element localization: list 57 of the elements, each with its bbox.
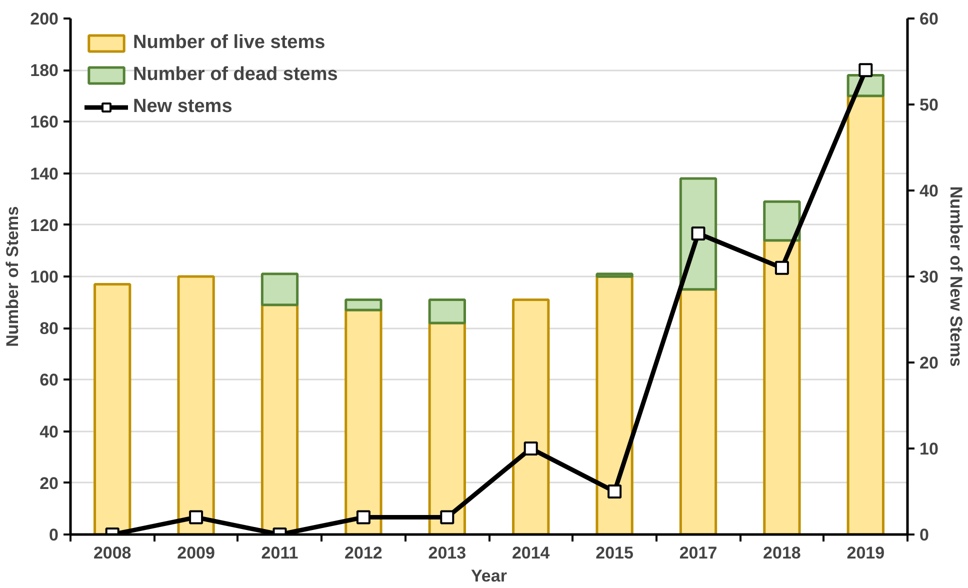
- bar: [344, 308, 382, 534]
- y-tick-label: 60: [40, 370, 59, 390]
- y2-tick-label: 50: [920, 96, 938, 114]
- y-tick-label: 40: [40, 422, 59, 442]
- point: [440, 510, 454, 524]
- y2-tick-label: 60: [920, 10, 938, 28]
- point: [858, 63, 873, 78]
- y-tick-label: 160: [30, 112, 59, 132]
- point: [691, 226, 706, 240]
- y-tick-label: 200: [30, 10, 59, 28]
- y-axis-title: Number of Stems: [3, 206, 22, 347]
- bar: [428, 298, 466, 324]
- y2-tick-label: 0: [920, 526, 929, 544]
- bar: [94, 282, 132, 534]
- x-tick-label: 2008: [93, 544, 132, 562]
- point: [774, 260, 789, 275]
- y2-axis-title: Number of New Stems: [946, 186, 966, 367]
- bar: [260, 304, 299, 534]
- y-tick-label: 120: [30, 216, 59, 235]
- x-tick-label: 2014: [512, 544, 550, 562]
- y-tick-label: 140: [30, 164, 59, 184]
- bar: [679, 288, 718, 534]
- bar: [344, 298, 382, 312]
- x-tick-label: 2011: [261, 544, 298, 562]
- legend-label: Number of dead stems: [133, 64, 338, 86]
- bar: [596, 272, 634, 278]
- x-tick-label: 2013: [428, 544, 466, 562]
- y-tick-label: 20: [40, 474, 59, 493]
- legend-label: New stems: [133, 96, 232, 118]
- bar: [763, 200, 801, 242]
- y-tick-label: 180: [30, 61, 59, 80]
- y2-tick-label: 20: [920, 354, 938, 372]
- bar: [846, 94, 884, 534]
- x-tick-label: 2012: [344, 544, 382, 562]
- x-tick-label: 2019: [846, 544, 885, 562]
- point: [524, 442, 538, 456]
- y-tick-label: 100: [30, 268, 59, 286]
- legend-label: Number of live stems: [133, 32, 326, 54]
- point: [189, 510, 204, 524]
- bar: [260, 272, 299, 306]
- x-axis-title: Year: [471, 566, 508, 586]
- point: [356, 510, 370, 524]
- point: [608, 484, 622, 498]
- y2-tick-label: 10: [920, 440, 938, 458]
- y2-tick-label: 40: [920, 182, 938, 200]
- x-tick-label: 2017: [679, 544, 718, 562]
- bar: [596, 275, 634, 534]
- bar: [428, 322, 466, 534]
- y2-tick-label: 30: [920, 268, 938, 286]
- x-tick-label: 2018: [763, 544, 801, 562]
- y-tick-label: 0: [49, 526, 59, 544]
- bar: [512, 298, 550, 534]
- y-tick-label: 80: [40, 319, 59, 338]
- x-tick-label: 2009: [177, 544, 215, 562]
- bar: [177, 275, 215, 534]
- x-tick-label: 2015: [596, 544, 634, 562]
- bar: [763, 239, 801, 534]
